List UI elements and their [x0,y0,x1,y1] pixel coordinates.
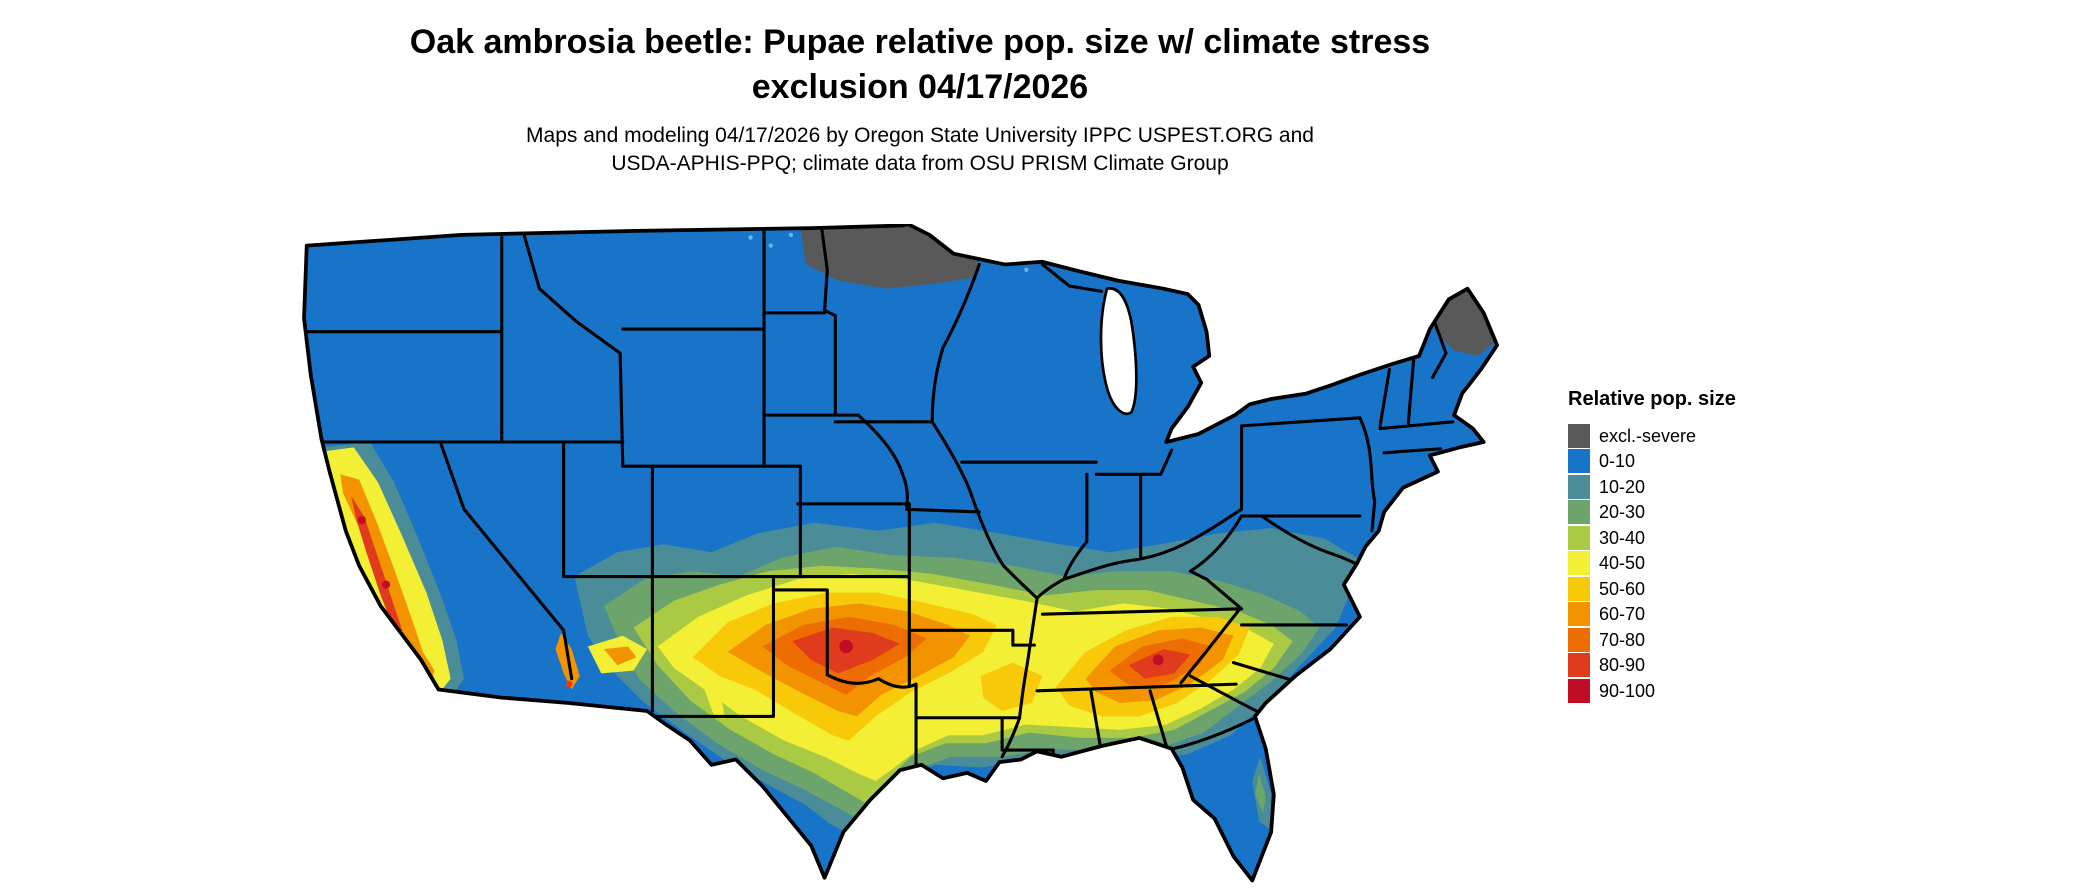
legend-items: excl.-severe 0-10 10-20 20-30 30-40 40-5… [1568,423,1736,704]
legend-swatch [1568,576,1590,601]
legend-label: 10-20 [1599,476,1646,497]
legend-label: 70-80 [1599,629,1646,650]
legend-item: 20-30 [1568,500,1736,526]
legend-item: 60-70 [1568,602,1736,628]
legend-item: 50-60 [1568,576,1736,602]
us-map [302,224,1499,883]
legend-swatch [1568,449,1590,474]
legend-swatch [1568,678,1590,703]
legend-swatch [1568,500,1590,525]
legend-item: 10-20 [1568,474,1736,500]
us-outline [302,224,1499,883]
page-title: Oak ambrosia beetle: Pupae relative pop.… [409,23,1431,106]
legend-swatch [1568,551,1590,576]
legend-swatch [1568,602,1590,627]
legend-label: 80-90 [1599,655,1646,676]
legend-item: 80-90 [1568,653,1736,679]
legend-item: 90-100 [1568,678,1736,704]
legend-swatch [1568,474,1590,499]
legend-item: 70-80 [1568,627,1736,653]
legend: Relative pop. size excl.-severe 0-10 10-… [1568,388,1736,704]
legend-label: 30-40 [1599,527,1646,548]
legend-label: 50-60 [1599,578,1646,599]
state-borders [304,227,1455,775]
legend-item: 0-10 [1568,449,1736,475]
legend-title: Relative pop. size [1568,388,1736,410]
legend-swatch [1568,653,1590,678]
legend-item: excl.-severe [1568,423,1736,449]
legend-swatch [1568,423,1590,448]
legend-swatch [1568,627,1590,652]
legend-label: excl.-severe [1599,425,1697,446]
legend-label: 20-30 [1599,502,1646,523]
map-band-90-100 [357,515,1164,666]
legend-label: 0-10 [1599,451,1636,472]
legend-item: 40-50 [1568,551,1736,577]
page-subtitle: Maps and modeling 04/17/2026 by Oregon S… [526,124,1314,176]
legend-label: 60-70 [1599,604,1646,625]
legend-label: 90-100 [1599,680,1656,701]
legend-label: 40-50 [1599,553,1646,574]
lake-michigan [1099,287,1138,416]
legend-item: 30-40 [1568,525,1736,551]
legend-swatch [1568,525,1590,550]
